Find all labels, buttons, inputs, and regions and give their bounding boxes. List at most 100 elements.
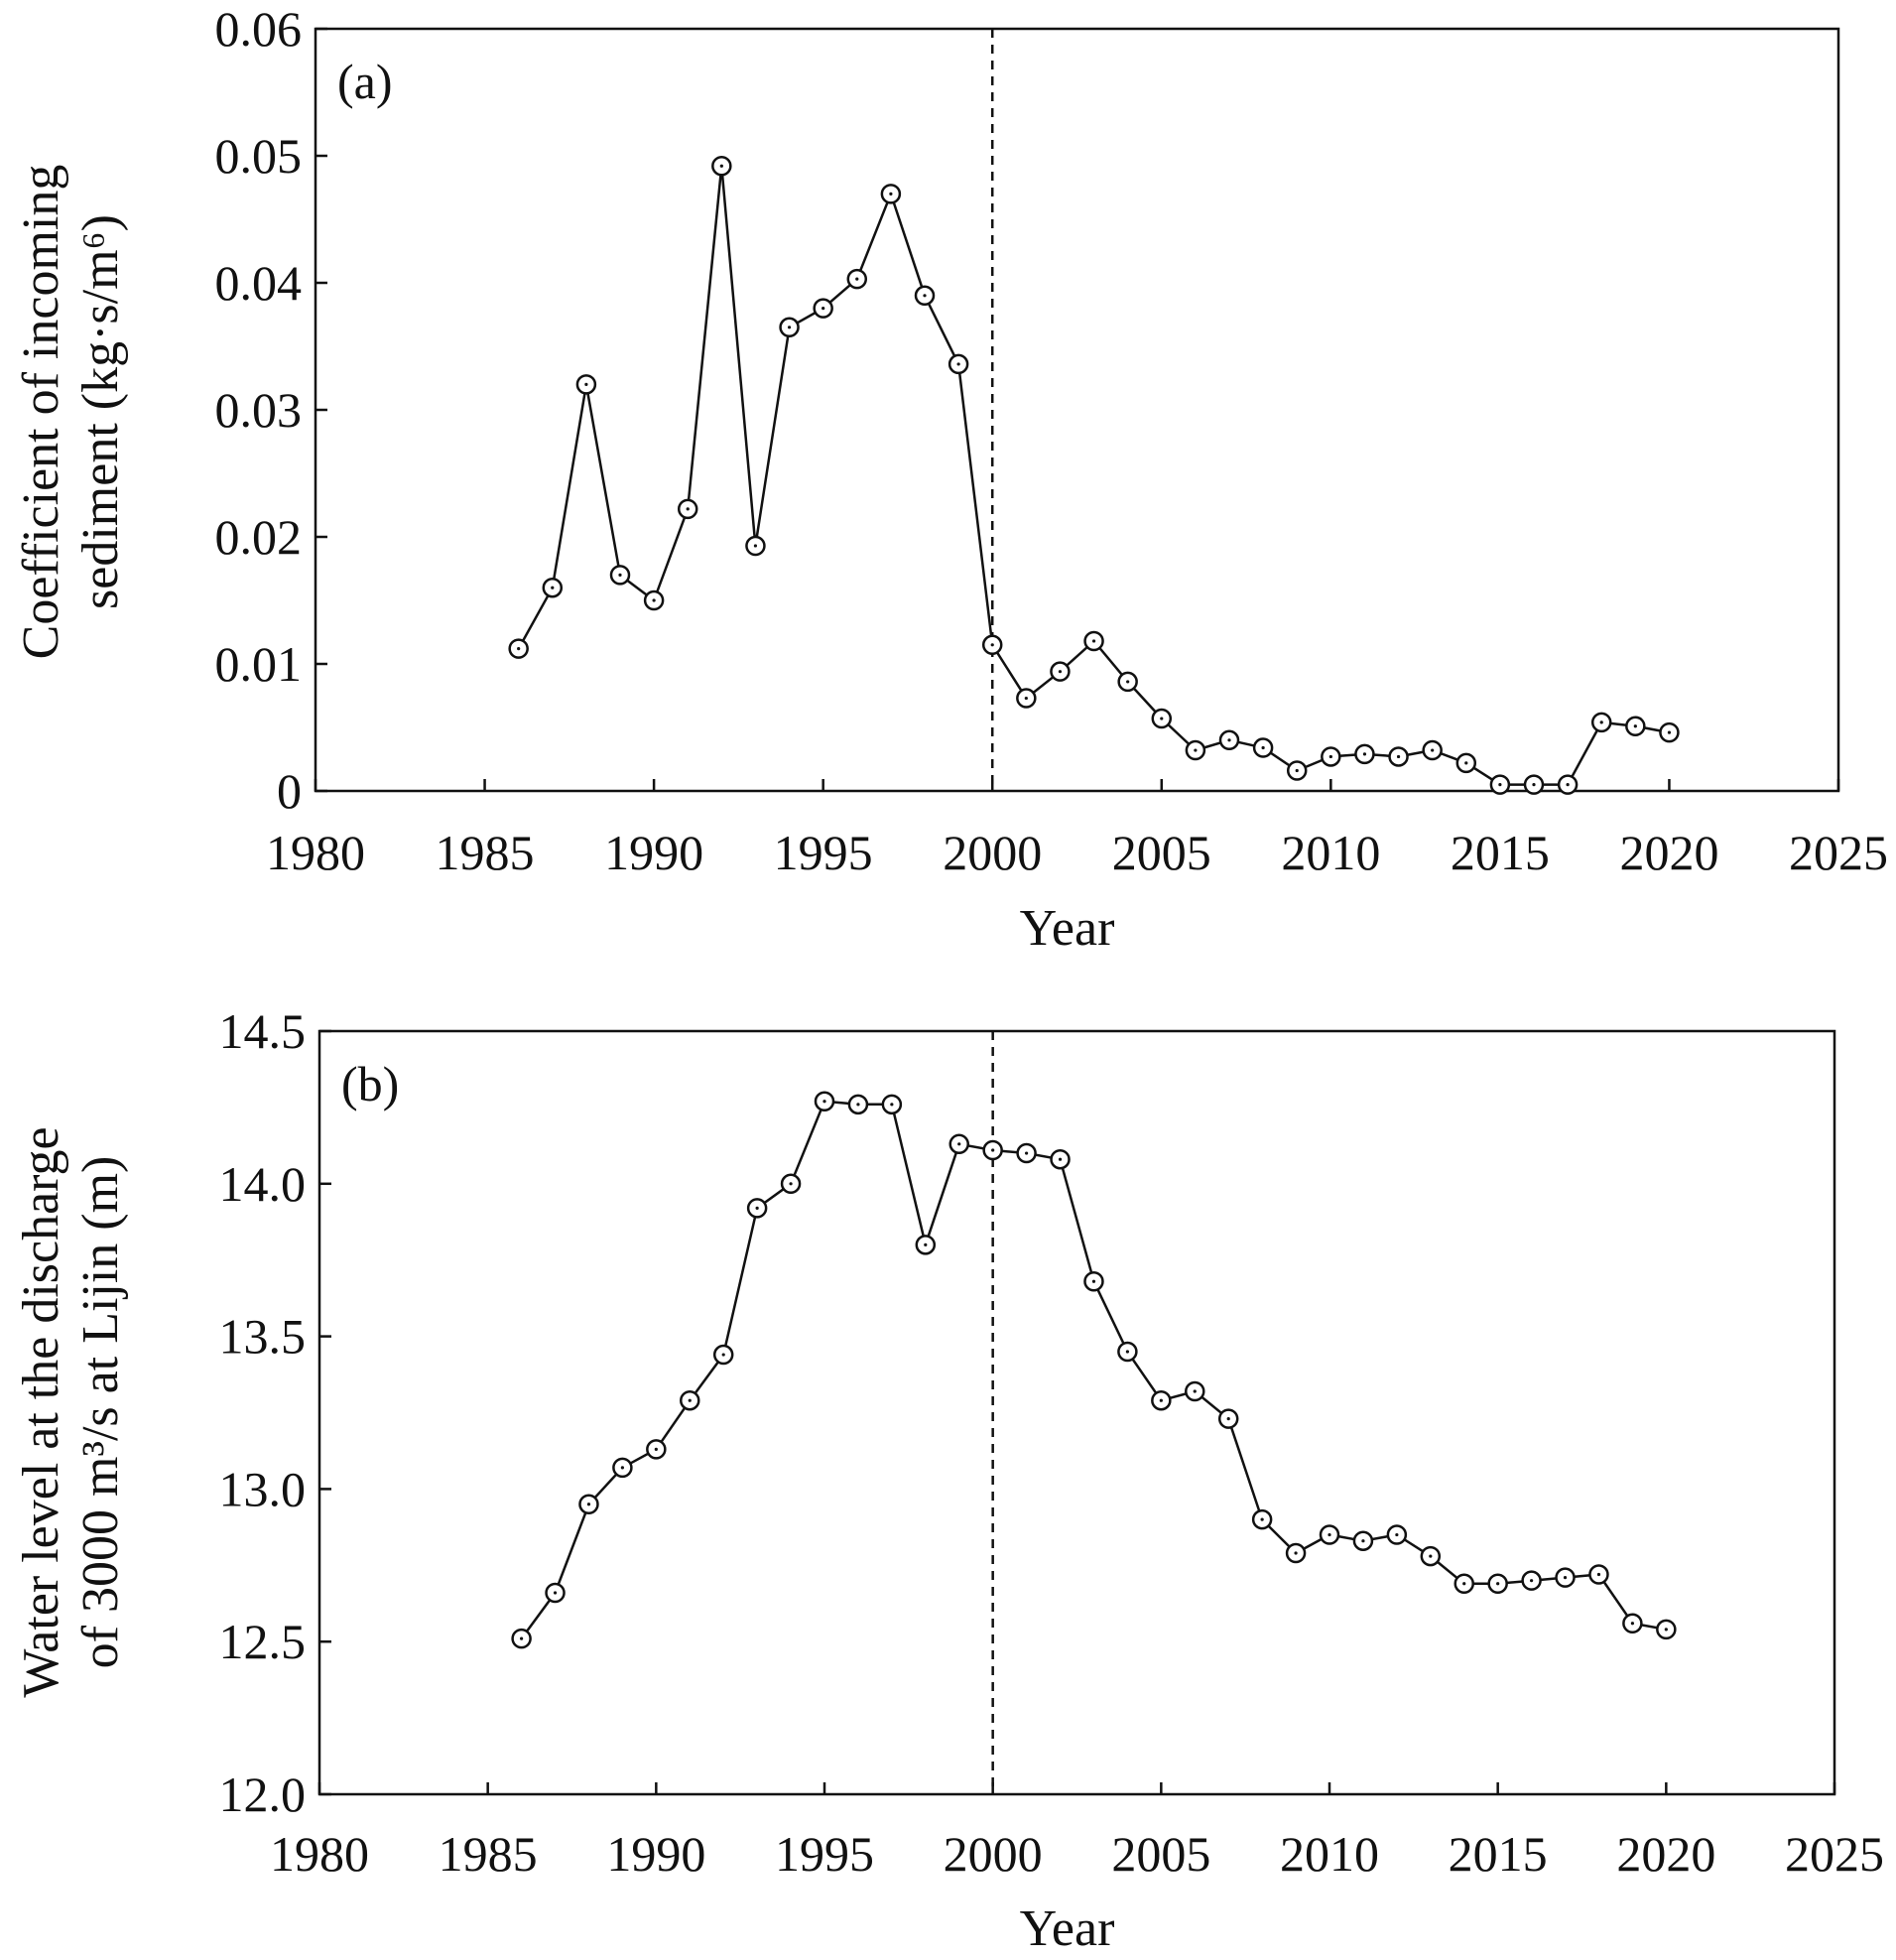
data-point-center (1327, 1532, 1331, 1537)
y-tick-label: 13.5 (219, 1309, 307, 1365)
data-point-center (1091, 639, 1096, 643)
x-tick-label: 1980 (270, 1826, 369, 1882)
data-point-center (822, 1100, 826, 1104)
data-point-center (789, 1182, 793, 1186)
y-axis-label-line: Coefficient of incoming (13, 165, 69, 660)
panel-label: (b) (341, 1056, 399, 1111)
data-point-center (1361, 1539, 1365, 1543)
data-point-center (686, 507, 690, 511)
x-tick-label: 2025 (1785, 1826, 1884, 1882)
x-tick-label: 2010 (1281, 825, 1380, 880)
x-tick-label: 1995 (775, 1826, 874, 1882)
plot-frame (317, 1029, 1836, 1796)
x-tick-label: 1990 (606, 1826, 705, 1882)
data-point-center (1630, 1622, 1634, 1626)
data-point-center (889, 192, 893, 196)
data-point-center (755, 1206, 759, 1211)
data-point-center (856, 1103, 860, 1107)
data-point-center (1596, 1572, 1601, 1577)
data-point-center (1295, 768, 1299, 773)
data-point-center (1464, 761, 1468, 765)
y-tick-label: 0 (277, 763, 302, 819)
series-line (520, 1100, 1667, 1639)
data-point-center (719, 164, 723, 168)
y-tick-label: 0.05 (215, 128, 303, 184)
data-point-center (1667, 730, 1672, 734)
data-point-center (1025, 1151, 1029, 1155)
y-tick-label: 0.03 (215, 382, 303, 438)
data-point-center (753, 544, 758, 548)
series-line (517, 164, 1670, 786)
x-axis-label: Year (1020, 1900, 1115, 1957)
data-point-center (1431, 748, 1435, 752)
x-tick-label: 2005 (1111, 1826, 1210, 1882)
chart-panel-a: 1980 1985 1990 1995 2000 2005 2010 2015 2020 2025… (13, 1, 1888, 957)
data-point-center (923, 294, 927, 298)
data-point-center (1024, 696, 1028, 701)
plot-frame (314, 27, 1840, 793)
y-tick-label: 13.0 (219, 1461, 307, 1516)
data-point-center (787, 326, 792, 329)
data-point-center (1226, 1417, 1230, 1421)
data-point-center (553, 1591, 558, 1595)
data-point-center (1429, 1554, 1433, 1558)
data-point-center (652, 598, 656, 602)
data-point-center (1294, 1551, 1298, 1555)
data-point-center (517, 647, 521, 651)
y-tick-label: 12.0 (219, 1766, 307, 1822)
data-point-center (654, 1447, 658, 1452)
data-point-center (1058, 670, 1063, 674)
data-point-center (1664, 1628, 1668, 1632)
x-tick-label: 2005 (1112, 825, 1211, 880)
x-tick-label: 2000 (943, 825, 1042, 880)
y-tick-label: 14.5 (219, 1003, 307, 1059)
data-point-center (1126, 680, 1130, 684)
data-point-center (1261, 745, 1265, 750)
x-tick-label: 1985 (436, 825, 535, 880)
data-point-center (1193, 1389, 1197, 1393)
data-point-center (620, 1466, 625, 1470)
data-point-center (551, 586, 555, 589)
data-point-center (924, 1242, 928, 1246)
data-point-center (822, 307, 825, 311)
panel-label: (a) (337, 54, 393, 109)
y-tick-label: 14.0 (219, 1156, 307, 1212)
y-tick-label: 0.02 (215, 509, 303, 565)
data-point-center (1227, 738, 1231, 742)
data-point-center (1496, 1582, 1500, 1586)
x-tick-label: 1990 (604, 825, 703, 880)
data-point-center (991, 1148, 995, 1152)
y-tick-label: 12.5 (219, 1614, 307, 1669)
data-point-center (618, 573, 622, 578)
data-point-center (1498, 783, 1502, 787)
data-point-center (1633, 724, 1637, 728)
x-tick-label: 2000 (944, 1826, 1043, 1882)
data-point-center (1328, 754, 1332, 759)
y-tick-label: 0.01 (215, 636, 303, 692)
x-tick-label: 2020 (1616, 1826, 1715, 1882)
y-tick-label: 0.06 (215, 1, 303, 57)
data-point-center (1159, 1398, 1163, 1402)
data-point-center (1566, 783, 1570, 787)
data-point-center (1091, 1279, 1096, 1283)
x-axis-label: Year (1020, 900, 1115, 957)
data-point-center (586, 1503, 591, 1506)
data-point-center (520, 1636, 524, 1640)
x-tick-label: 2025 (1789, 825, 1888, 880)
data-point-center (1530, 1579, 1534, 1583)
data-point-center (890, 1103, 894, 1107)
data-point-center (956, 362, 960, 366)
x-tick-label: 2015 (1451, 825, 1550, 880)
y-axis-label-line: sediment (kg·s/m⁶) (72, 214, 129, 609)
data-point-center (855, 277, 859, 281)
data-point-center (1395, 1532, 1399, 1537)
y-axis-label-line: Water level at the discharge (13, 1126, 69, 1697)
data-point-center (1260, 1517, 1264, 1521)
data-point-center (1563, 1576, 1568, 1580)
y-tick-label: 0.04 (215, 255, 303, 311)
data-point-center (1462, 1582, 1466, 1586)
x-tick-label: 2010 (1280, 1826, 1379, 1882)
data-point-center (1396, 754, 1401, 759)
data-point-center (1058, 1157, 1063, 1161)
